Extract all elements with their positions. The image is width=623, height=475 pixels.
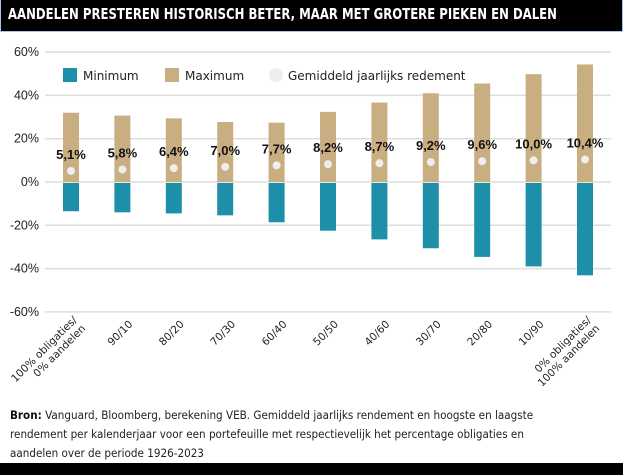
footnote-line-1: Vanguard, Bloomberg, berekening VEB. Gem… [41,409,534,422]
bar-minimum [63,183,79,212]
average-dot [221,162,230,171]
x-tick-label-group: 40/60 [362,318,392,348]
y-axis: 60% 40% 20% 0% -20% -40% -60% [10,45,39,319]
average-markers: 5,1% 5,8% 6,4% 7,0% 7,7% 8,2% 8,7% 9,2% 9,6% 10,0… [56,135,604,175]
bar-maximum [63,112,79,182]
average-dot [118,165,127,174]
average-dot [67,166,75,175]
average-label: 7,0% [210,143,240,158]
average-dot [169,164,178,173]
bar-maximum [114,115,131,182]
average-dot [375,159,384,168]
bar-minimum [371,183,388,240]
average-label: 5,1% [56,147,86,162]
average-dot [581,155,589,164]
x-tick-label: 50/50 [311,318,341,348]
bar-maximum [525,74,542,182]
x-tick-label: 90/10 [105,318,135,348]
average-label: 9,2% [416,138,446,153]
bar-minimum [474,183,491,257]
x-tick-label-group: 30/70 [414,318,444,348]
average-dot [426,158,435,167]
average-label: 7,7% [262,141,292,156]
y-tick-label: 40% [14,88,39,102]
legend-label-maximum: Maximum [185,69,244,83]
bar-minimum [320,183,336,231]
average-label: 6,4% [159,144,189,159]
x-tick-label-group: 90/10 [105,318,135,348]
x-tick-label: 70/30 [208,318,238,348]
y-tick-label: -40% [10,262,39,276]
bar-maximum [217,122,234,182]
legend-swatch-minimum [63,68,77,82]
bar-minimum [577,183,593,276]
x-tick-label: 80/20 [157,318,187,348]
average-label: 10,4% [567,135,604,150]
x-tick-label: 20/80 [465,318,495,348]
average-dot [324,160,332,169]
legend-label-average: Gemiddeld jaarlijks redement [288,69,466,83]
y-tick-label: -60% [10,305,39,319]
bar-maximum [320,111,336,182]
average-label: 9,6% [467,137,497,152]
bar-minimum [114,183,131,213]
bar-minimum [268,183,285,223]
bar-minimum [422,183,439,249]
x-tick-label: 30/70 [414,318,444,348]
x-tick-label-group: 70/30 [208,318,238,348]
legend-swatch-average [269,68,283,82]
average-label: 8,7% [365,139,395,154]
footnote-line-3: aandelen over de periode 1926-2023 [10,447,204,460]
average-label: 10,0% [515,136,552,151]
bar-maximum [474,83,491,182]
x-tick-label-group: 80/20 [157,318,187,348]
x-tick-label: 40/60 [362,318,392,348]
x-axis: 100% obligaties/0% aandelen 90/10 80/20 70/… [9,314,602,389]
y-tick-label: 60% [14,45,39,59]
bar-maximum [422,93,439,182]
chart-area: 60% 40% 20% 0% -20% -40% -60% 5,1% 5,8% 6,4% 7,0%… [9,45,611,389]
footnote-line-2: rendement per kalenderjaar voor een port… [10,428,524,441]
x-tick-label-group: 60/40 [260,318,290,348]
source-footnote: Bron: Vanguard, Bloomberg, berekening VE… [10,406,568,463]
y-tick-label: 20% [14,132,39,146]
bar-maximum [268,122,285,182]
bar-maximum [165,118,182,182]
x-tick-label-group: 100% obligaties/0% aandelen [9,314,88,385]
x-tick-label-group: 20/80 [465,318,495,348]
bar-maximum [577,64,593,182]
x-tick-label-group: 50/50 [311,318,341,348]
y-tick-label: -20% [10,218,39,232]
average-label: 8,2% [313,140,343,155]
legend-swatch-maximum [165,68,179,82]
y-tick-label: 0% [21,175,39,189]
x-tick-label: 60/40 [260,318,290,348]
x-tick-label: 10/90 [517,318,547,348]
legend-label-minimum: Minimum [83,69,139,83]
x-tick-label-group: 10/90 [517,318,547,348]
bar-minimum [165,183,182,214]
average-dot [529,156,538,165]
footnote-source-label: Bron: [10,409,42,422]
average-label: 5,8% [108,145,138,160]
average-dot [272,161,281,170]
bar-minimum [217,183,234,216]
chart-title: AANDELEN PRESTEREN HISTORISCH BETER, MAA… [8,5,557,23]
bar-maximum [371,102,388,182]
bar-minimum [525,183,542,267]
average-dot [478,157,487,166]
bottom-strip [0,463,623,475]
title-bar: AANDELEN PRESTEREN HISTORISCH BETER, MAA… [0,0,623,32]
bars [63,64,593,276]
legend: Minimum Maximum Gemiddeld jaarlijks redeme… [63,68,466,83]
